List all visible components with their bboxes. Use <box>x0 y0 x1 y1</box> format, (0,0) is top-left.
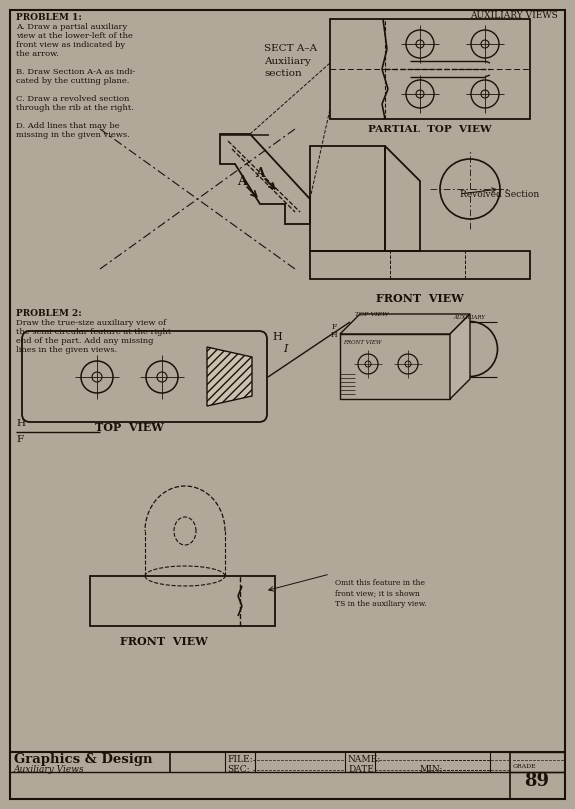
Polygon shape <box>207 347 252 406</box>
Text: D. Add lines that may be: D. Add lines that may be <box>16 122 120 130</box>
Bar <box>310 146 385 251</box>
Bar <box>330 19 530 119</box>
Text: C. Draw a revolved section: C. Draw a revolved section <box>16 95 129 103</box>
Bar <box>90 576 275 626</box>
Text: MIN:: MIN: <box>420 765 443 774</box>
Text: SECT A–A
Auxiliary
section: SECT A–A Auxiliary section <box>264 44 317 78</box>
Text: Omit this feature in the
front view; it is shown
TS in the auxiliary view.: Omit this feature in the front view; it … <box>335 579 427 608</box>
Text: cated by the cutting plane.: cated by the cutting plane. <box>16 77 129 85</box>
Text: Draw the true-size auxiliary view of: Draw the true-size auxiliary view of <box>16 319 166 327</box>
Text: F: F <box>332 323 337 331</box>
Text: I: I <box>283 344 288 354</box>
Text: DATE:: DATE: <box>348 765 377 774</box>
Text: FRONT  VIEW: FRONT VIEW <box>120 636 208 647</box>
Text: H: H <box>331 331 337 339</box>
Text: AUXILIARY: AUXILIARY <box>453 315 485 320</box>
Text: 89: 89 <box>524 772 550 790</box>
Text: the semi-circular feature at the right: the semi-circular feature at the right <box>16 328 171 336</box>
Text: TOP VIEW: TOP VIEW <box>355 312 389 317</box>
Text: F: F <box>16 434 23 443</box>
Text: Graphics & Design: Graphics & Design <box>14 753 152 766</box>
Text: GRADE: GRADE <box>513 764 536 769</box>
Text: Revolved Section: Revolved Section <box>460 189 539 198</box>
Bar <box>340 334 450 399</box>
Text: front view as indicated by: front view as indicated by <box>16 41 125 49</box>
Text: FILE:: FILE: <box>227 756 252 765</box>
Text: the arrow.: the arrow. <box>16 50 59 58</box>
Text: FRONT VIEW: FRONT VIEW <box>343 340 381 345</box>
Text: end of the part. Add any missing: end of the part. Add any missing <box>16 337 154 345</box>
Text: H: H <box>272 332 282 342</box>
Text: PROBLEM 2:: PROBLEM 2: <box>16 309 82 318</box>
Text: SEC:: SEC: <box>227 765 250 774</box>
Text: lines in the given views.: lines in the given views. <box>16 346 117 354</box>
Text: Auxiliary Views: Auxiliary Views <box>14 765 85 774</box>
Text: through the rib at the right.: through the rib at the right. <box>16 104 134 112</box>
Text: H: H <box>16 418 25 427</box>
Text: view at the lower-left of the: view at the lower-left of the <box>16 32 133 40</box>
Text: PROBLEM 1:: PROBLEM 1: <box>16 13 82 22</box>
Text: NAME:: NAME: <box>348 756 381 765</box>
Text: FRONT  VIEW: FRONT VIEW <box>376 293 464 304</box>
Text: B. Draw Section A-A as indi-: B. Draw Section A-A as indi- <box>16 68 135 76</box>
Bar <box>310 251 530 279</box>
Text: A: A <box>237 175 247 188</box>
Text: missing in the given views.: missing in the given views. <box>16 131 130 139</box>
Text: A. Draw a partial auxiliary: A. Draw a partial auxiliary <box>16 23 127 31</box>
Text: TOP  VIEW: TOP VIEW <box>94 422 163 433</box>
Text: AUXILIARY VIEWS: AUXILIARY VIEWS <box>470 11 558 20</box>
Text: PARTIAL  TOP  VIEW: PARTIAL TOP VIEW <box>368 125 492 134</box>
Polygon shape <box>450 314 470 399</box>
Text: A: A <box>255 167 265 180</box>
